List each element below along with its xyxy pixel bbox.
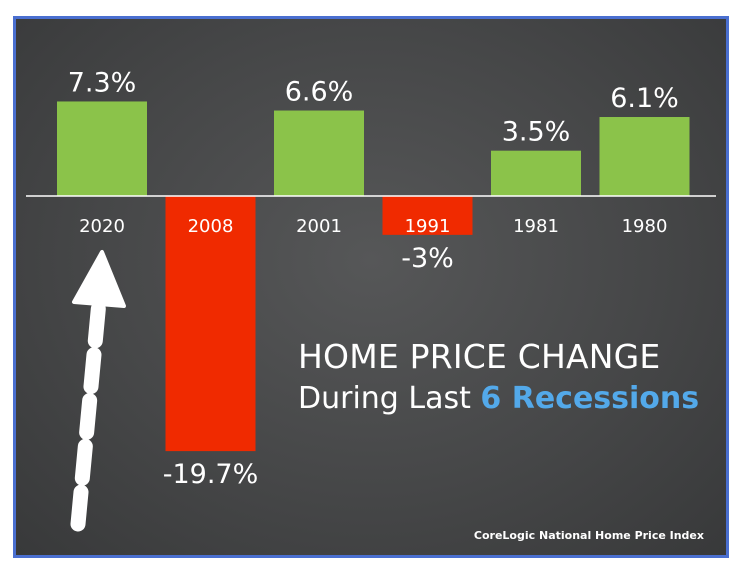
chart-subtitle-prefix: During Last	[298, 381, 481, 416]
value-label-2001: 6.6%	[285, 77, 354, 108]
category-label-2001: 2001	[296, 216, 342, 237]
category-label-1980: 1980	[622, 216, 668, 237]
category-label-1981: 1981	[513, 216, 559, 237]
bar-1980	[599, 117, 690, 196]
chart-title-block: HOME PRICE CHANGE During Last 6 Recessio…	[298, 337, 699, 421]
bar-2001	[274, 110, 364, 196]
up-arrow-icon	[70, 250, 126, 532]
value-label-1991: -3%	[401, 243, 454, 274]
category-label-2020: 2020	[79, 216, 125, 237]
bar-chart: 2020 2008 2001 1991 1981 1980 7.3% -19.7% 6.6% -3…	[26, 67, 716, 532]
bar-2008	[165, 196, 256, 452]
bar-1991	[382, 196, 473, 235]
chart-title: HOME PRICE CHANGE	[298, 337, 661, 376]
bar-1981	[491, 150, 581, 196]
chart-frame: 2020 2008 2001 1991 1981 1980 7.3% -19.7% 6.6% -3…	[13, 16, 729, 558]
value-label-2020: 7.3%	[68, 67, 137, 98]
source-note: CoreLogic National Home Price Index	[473, 529, 704, 542]
bar-2020	[57, 101, 147, 196]
chart-subtitle-highlight: 6 Recessions	[480, 381, 700, 416]
category-label-1991: 1991	[405, 216, 451, 237]
value-label-1980: 6.1%	[610, 83, 679, 114]
value-label-2008: -19.7%	[163, 459, 259, 490]
chart-subtitle: During Last 6 Recessions	[298, 377, 699, 421]
value-label-1981: 3.5%	[502, 117, 571, 148]
category-label-2008: 2008	[188, 216, 234, 237]
